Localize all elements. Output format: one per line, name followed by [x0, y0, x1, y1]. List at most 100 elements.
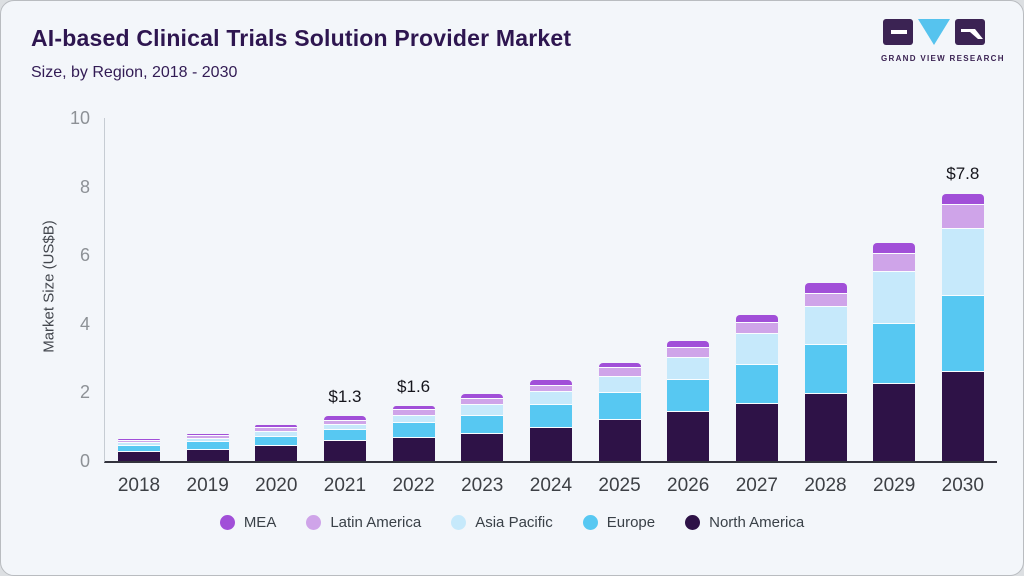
bar-segment-latin-america[interactable] [598, 367, 641, 377]
data-label-2021: $1.3 [328, 387, 362, 407]
bar-segment-asia-pacific[interactable] [323, 423, 366, 430]
bar-segment-north-america[interactable] [667, 411, 710, 461]
bar-segment-asia-pacific[interactable] [804, 305, 847, 345]
bar-segment-mea[interactable] [323, 416, 366, 420]
bar-2025[interactable] [598, 363, 641, 461]
bar-2024[interactable] [529, 380, 572, 461]
bar-segment-asia-pacific[interactable] [118, 442, 160, 446]
y-tick-8: 8 [79, 176, 90, 197]
bar-segment-asia-pacific[interactable] [392, 414, 435, 422]
bar-segment-europe[interactable] [804, 344, 847, 394]
bar-segment-europe[interactable] [118, 445, 160, 452]
bar-segment-asia-pacific[interactable] [735, 333, 778, 364]
bar-segment-asia-pacific[interactable] [941, 227, 984, 295]
plot-area: 0 2 4 6 8 10 2018 2019 2020 $1.3 2021 $1.6 2022 2023 2… [70, 108, 997, 496]
legend-item-mea[interactable]: MEA [219, 514, 276, 531]
bar-segment-north-america[interactable] [461, 433, 504, 461]
bar-2021[interactable] [323, 416, 366, 461]
bar-segment-asia-pacific[interactable] [529, 391, 572, 405]
legend-item-europe[interactable]: Europe [582, 514, 656, 531]
bar-segment-latin-america[interactable] [873, 253, 916, 271]
bar-segment-mea[interactable] [392, 406, 435, 410]
legend-label-europe: Europe [606, 514, 656, 531]
bar-segment-asia-pacific[interactable] [598, 376, 641, 392]
bar-2018[interactable] [118, 438, 160, 461]
bar-segment-north-america[interactable] [392, 437, 435, 461]
bar-2029[interactable] [873, 243, 916, 461]
bar-segment-latin-america[interactable] [392, 409, 435, 415]
bar-2019[interactable] [186, 433, 229, 461]
x-tick-2023: 2023 [461, 475, 504, 496]
legend: MEA Latin America Asia Pacific Europe North … [1, 514, 1023, 531]
bar-segment-asia-pacific[interactable] [255, 430, 298, 436]
bar-segment-mea[interactable] [873, 243, 916, 254]
bar-segment-latin-america[interactable] [735, 322, 778, 334]
bar-segment-europe[interactable] [461, 414, 504, 434]
bar-segment-europe[interactable] [667, 378, 710, 412]
bar-segment-north-america[interactable] [118, 451, 160, 461]
bar-segment-latin-america[interactable] [804, 293, 847, 306]
bar-segment-north-america[interactable] [255, 445, 298, 461]
bar-segment-north-america[interactable] [804, 393, 847, 461]
bar-segment-mea[interactable] [735, 315, 778, 323]
legend-label-asia-pacific: Asia Pacific [475, 514, 553, 531]
bar-segment-europe[interactable] [323, 429, 366, 441]
bar-segment-mea[interactable] [461, 394, 504, 398]
bar-segment-europe[interactable] [186, 441, 229, 449]
legend-dot-latin-america [306, 515, 322, 530]
bar-2030[interactable] [941, 193, 984, 461]
x-tick-2028: 2028 [804, 475, 847, 496]
bar-segment-north-america[interactable] [323, 440, 366, 461]
y-tick-2: 2 [79, 382, 90, 403]
bar-segment-mea[interactable] [804, 282, 847, 294]
bar-segment-asia-pacific[interactable] [667, 357, 710, 379]
bar-segment-latin-america[interactable] [186, 434, 229, 438]
bar-segment-asia-pacific[interactable] [873, 271, 916, 323]
bar-2023[interactable] [461, 394, 504, 461]
bar-segment-europe[interactable] [598, 391, 641, 420]
bar-segment-mea[interactable] [186, 433, 229, 435]
bar-segment-europe[interactable] [735, 363, 778, 404]
x-tick-2030: 2030 [941, 475, 984, 496]
legend-item-north-america[interactable]: North America [685, 514, 804, 531]
bar-2028[interactable] [804, 282, 847, 461]
bar-segment-north-america[interactable] [873, 383, 916, 461]
bar-2020[interactable] [255, 425, 298, 461]
bar-2027[interactable] [735, 315, 778, 461]
bar-segment-north-america[interactable] [941, 370, 984, 461]
bar-segment-mea[interactable] [529, 380, 572, 385]
bar-segment-latin-america[interactable] [941, 204, 984, 228]
bar-segment-latin-america[interactable] [461, 397, 504, 405]
bar-segment-mea[interactable] [118, 438, 160, 441]
bar-segment-asia-pacific[interactable] [186, 437, 229, 442]
bar-segment-north-america[interactable] [598, 419, 641, 461]
bar-segment-asia-pacific[interactable] [461, 404, 504, 415]
bar-segment-europe[interactable] [529, 404, 572, 427]
bar-segment-north-america[interactable] [529, 426, 572, 461]
bar-segment-north-america[interactable] [735, 403, 778, 461]
bar-segment-latin-america[interactable] [255, 427, 298, 431]
bar-segment-latin-america[interactable] [667, 347, 710, 358]
bar-segment-europe[interactable] [873, 322, 916, 384]
bar-2026[interactable] [667, 340, 710, 461]
bar-segment-europe[interactable] [255, 435, 298, 446]
data-label-2022: $1.6 [397, 377, 431, 397]
x-tick-2024: 2024 [529, 475, 573, 496]
bar-segment-mea[interactable] [941, 193, 984, 205]
x-tick-2022: 2022 [392, 475, 435, 496]
bar-segment-mea[interactable] [598, 363, 641, 368]
bar-segment-north-america[interactable] [186, 449, 229, 461]
logo-caption: GRAND VIEW RESEARCH [881, 54, 1005, 63]
legend-dot-europe [582, 515, 598, 530]
bar-segment-mea[interactable] [667, 340, 710, 348]
bar-segment-latin-america[interactable] [323, 419, 366, 424]
bar-2022[interactable] [392, 406, 435, 461]
bar-segment-europe[interactable] [392, 421, 435, 437]
legend-item-asia-pacific[interactable]: Asia Pacific [451, 514, 553, 531]
legend-item-latin-america[interactable]: Latin America [306, 514, 421, 531]
y-tick-10: 10 [69, 108, 90, 128]
bar-segment-latin-america[interactable] [529, 384, 572, 392]
bar-segment-europe[interactable] [941, 294, 984, 371]
bar-segment-mea[interactable] [255, 425, 298, 428]
bar-segment-latin-america[interactable] [118, 440, 160, 443]
